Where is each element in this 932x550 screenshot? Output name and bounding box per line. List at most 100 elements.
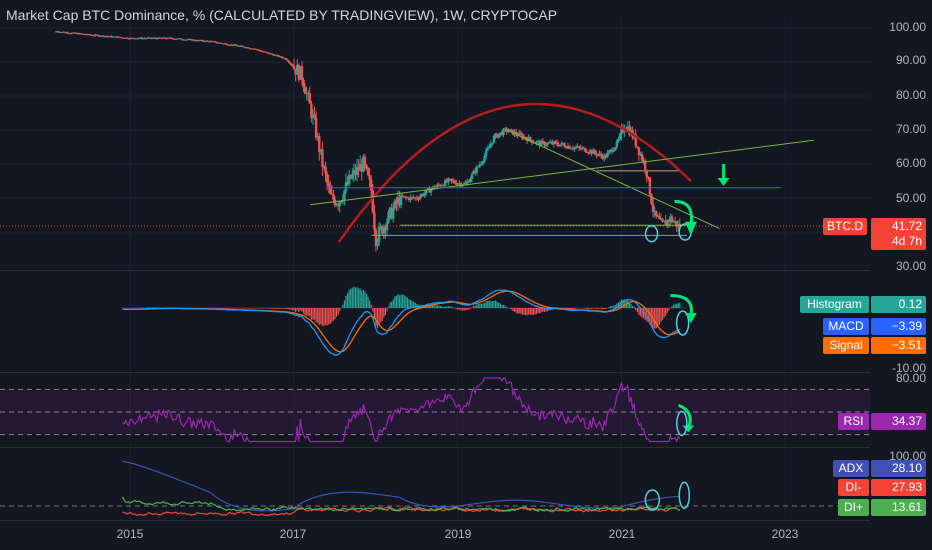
candle-body (541, 140, 545, 142)
candle-body (445, 180, 448, 183)
rsi-value: 34.37 (871, 413, 926, 430)
candle-body (506, 131, 510, 133)
candle-body (484, 150, 488, 156)
chart-title: Market Cap BTC Dominance, % (CALCULATED … (6, 7, 558, 23)
signal-label: Signal (823, 337, 869, 354)
candle-body (204, 40, 208, 42)
candle-body (381, 226, 384, 234)
pane-separator-macd[interactable] (0, 270, 870, 271)
candle-body (500, 132, 504, 136)
candle-body (396, 197, 400, 205)
candle-body (182, 39, 186, 41)
candle-body (371, 190, 374, 213)
candle-body (401, 195, 404, 198)
candle-body (59, 32, 63, 34)
candle-body (210, 41, 214, 43)
candle-body (97, 35, 101, 37)
candle-body (659, 218, 663, 220)
candle-body (108, 35, 112, 37)
candle-body (672, 221, 675, 223)
candle-body (234, 44, 238, 46)
candle-body (598, 153, 601, 155)
pane-separator-adx[interactable] (0, 447, 870, 448)
candle-body (111, 36, 115, 38)
candle-body (440, 185, 444, 187)
candle-body (346, 182, 349, 185)
candle-body (429, 189, 433, 193)
candle-body (409, 196, 412, 200)
candle-body (135, 38, 138, 40)
candle-body (303, 87, 307, 95)
candle-body (392, 208, 395, 219)
last-price-tag: 41.72 (871, 218, 926, 235)
candle-body (609, 149, 612, 152)
time-tick: 2017 (279, 527, 307, 541)
candle-body (61, 31, 64, 33)
candle-body (566, 146, 570, 149)
candle-body (91, 35, 94, 37)
candle-body (78, 33, 82, 35)
candle-body (162, 37, 165, 39)
candle-body (464, 183, 467, 185)
candle-body (658, 216, 661, 219)
pane-separator-time (0, 520, 870, 521)
candle-body (223, 43, 226, 45)
candle-body (62, 31, 66, 33)
candle-body (562, 143, 565, 145)
candle-body (645, 169, 648, 178)
grid-lines (0, 15, 870, 520)
candle-body (94, 34, 97, 36)
curved-arrow-icon (677, 403, 692, 429)
candle-body (418, 196, 422, 200)
candle-body (673, 221, 677, 223)
candle-body (256, 49, 260, 51)
candle-body (639, 153, 642, 155)
candle-body (480, 163, 483, 165)
candle-body (233, 44, 236, 46)
candle-body (379, 226, 382, 228)
candle-body (555, 142, 559, 145)
candle-body (154, 37, 157, 39)
candle-body (388, 207, 392, 212)
candle-body (666, 220, 669, 226)
candle-body (620, 128, 623, 135)
candle-body (275, 55, 278, 57)
candle-body (335, 204, 338, 206)
candle-body (307, 92, 310, 94)
candle-body (159, 37, 162, 39)
arrow-head (717, 178, 730, 186)
candle-body (442, 185, 445, 187)
candle-body (428, 188, 431, 193)
candle-body (100, 35, 104, 37)
rising-trendline (310, 139, 814, 206)
candle-body (551, 142, 554, 145)
candle-body (669, 216, 672, 223)
candle-body (299, 66, 302, 80)
candle-body (269, 53, 272, 55)
candle-body (278, 56, 282, 58)
candle-body (439, 185, 442, 187)
candle-body (628, 126, 631, 135)
candle-body (636, 145, 639, 148)
candle-body (370, 179, 373, 191)
candle-body (80, 33, 83, 35)
candle-body (478, 164, 482, 167)
curved-arrow-icon (670, 294, 693, 316)
candle-body (455, 182, 458, 185)
candle-body (149, 37, 152, 39)
descending-trendline (506, 129, 720, 230)
candle-body (201, 40, 204, 42)
candle-body (447, 178, 450, 183)
candle-body (410, 196, 414, 198)
candle-body (473, 170, 477, 173)
price-tick: 30.00 (895, 259, 926, 273)
macd-pane-plot (121, 286, 697, 356)
candle-body (450, 178, 453, 181)
candle-body (262, 51, 266, 53)
pane-separator-rsi[interactable] (0, 372, 870, 373)
candle-body (206, 40, 209, 42)
candle-body (459, 183, 463, 187)
candle-body (404, 196, 408, 198)
di-plus-label: DI+ (838, 499, 869, 516)
